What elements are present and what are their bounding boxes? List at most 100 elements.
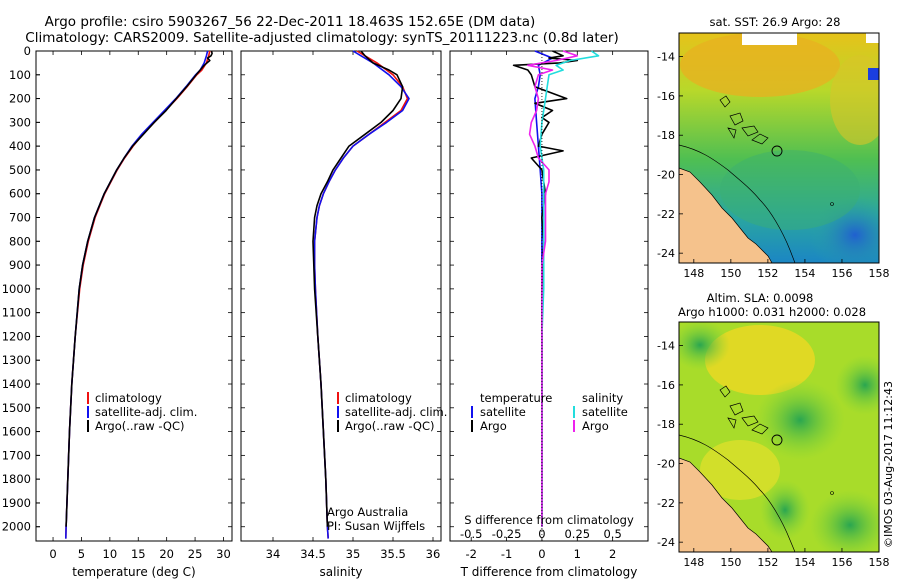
legend-title-temperature: temperature [480, 391, 552, 405]
x-tick-label: 30 [216, 547, 231, 561]
map-y-tick-label: -24 [657, 536, 675, 549]
x-tick-label: 10 [103, 547, 118, 561]
legend-label-temp-argo: Argo [480, 419, 507, 433]
depth-tick-label: 1800 [2, 472, 31, 486]
depth-tick-label: 900 [9, 258, 31, 272]
s-diff-tick-label: -0.25 [492, 527, 522, 541]
salinity-chart: 34 34.5 35 35.5 36 [241, 50, 441, 561]
x-tick-label: 1 [574, 547, 581, 561]
sla-green-blob-4 [810, 490, 879, 552]
sst-no-data-patch [742, 33, 797, 45]
sst-map-ticks: 148 150 152 154 156 158 -14 -16 -18 -20 -22 -24 [657, 51, 889, 280]
sst-island-dot [830, 202, 834, 206]
sst-warm-patch-right [830, 55, 879, 145]
x-tick-label: 2 [609, 547, 616, 561]
sla-map-title-line-2: Argo h1000: 0.031 h2000: 0.028 [678, 305, 866, 319]
salinity-legend: climatology satellite-adj. clim. Argo(..… [327, 391, 447, 533]
sla-shelf-contour [679, 434, 796, 552]
title-line-1: Argo profile: csiro 5903267_56 22-Dec-20… [45, 14, 536, 30]
sla-green-blob-1 [755, 380, 845, 460]
difference-top-x-label: S difference from climatology [464, 513, 634, 527]
depth-tick-label: 800 [9, 234, 31, 248]
map-x-tick-label: 158 [869, 267, 890, 280]
sla-map-frame [678, 321, 880, 553]
depth-tick-label: 600 [9, 187, 31, 201]
map-y-tick-label: -16 [657, 379, 675, 392]
map-y-tick-label: -18 [657, 129, 675, 142]
depth-tick-label: 400 [9, 139, 31, 153]
sla-island-dot [830, 491, 834, 495]
legend-label-sal-satellite: satellite [582, 405, 628, 419]
series-line-argo-raw-qc- [312, 50, 404, 527]
temperature-panel-frame [35, 50, 233, 542]
sla-yellow-patch [705, 325, 815, 395]
series-line-salinity-argo [526, 50, 579, 527]
x-tick-label: 0 [49, 547, 56, 561]
map-y-tick-label: -20 [657, 169, 675, 182]
map-x-tick-label: 158 [869, 556, 890, 569]
sla-map-ticks: 148 150 152 154 156 158 -14 -16 -18 -20 -22 -24 [657, 340, 889, 569]
series-line-salinity-satellite [539, 50, 600, 527]
sst-reef-outline [719, 95, 769, 145]
map-y-tick-label: -14 [657, 340, 675, 353]
sla-map [679, 322, 879, 552]
depth-tick-label: 700 [9, 211, 31, 225]
sst-cool-patch [810, 195, 879, 263]
x-tick-label: -1 [501, 547, 512, 561]
map-y-tick-label: -20 [657, 458, 675, 471]
legend-label-satellite-adj: satellite-adj. clim. [345, 405, 447, 419]
sst-map-title: sat. SST: 26.9 Argo: 28 [710, 15, 841, 29]
sst-warm-patch [680, 33, 840, 97]
sst-land-mass [679, 167, 773, 263]
series-line-climatology [313, 50, 409, 539]
depth-tick-label: 100 [9, 68, 31, 82]
s-diff-tick-label: 0.5 [603, 527, 621, 541]
difference-panel-frame [449, 50, 649, 542]
depth-tick-label: 2000 [2, 520, 31, 534]
sla-map-title-line-1: Altim. SLA: 0.0098 [707, 291, 814, 305]
legend-label-climatology: climatology [345, 391, 412, 405]
x-tick-label: 15 [131, 547, 146, 561]
legend-label-sal-argo: Argo [582, 419, 609, 433]
map-x-tick-label: 156 [831, 267, 852, 280]
difference-x-label: T difference from climatology [460, 565, 638, 579]
map-x-tick-label: 148 [683, 267, 704, 280]
depth-tick-label: 1200 [2, 329, 31, 343]
credit-text: ©IMOS 03-Aug-2017 11:12:43 [882, 381, 895, 548]
sla-green-blob-5 [760, 480, 810, 540]
sst-shelf-contour [679, 144, 796, 263]
depth-tick-label: 1000 [2, 282, 31, 296]
sst-mid-patch [720, 150, 860, 230]
map-x-tick-label: 148 [683, 556, 704, 569]
depth-tick-label: 200 [9, 92, 31, 106]
map-x-tick-label: 152 [757, 267, 778, 280]
map-x-tick-label: 150 [720, 267, 741, 280]
sst-cold-pixel [868, 68, 879, 80]
x-tick-label: 35.5 [380, 547, 406, 561]
x-tick-label: 20 [159, 547, 174, 561]
legend-label-satellite-adj: satellite-adj. clim. [95, 405, 197, 419]
depth-tick-label: 500 [9, 163, 31, 177]
x-tick-label: 34.5 [300, 547, 326, 561]
x-tick-label: 0 [538, 547, 545, 561]
depth-tick-label: 1500 [2, 401, 31, 415]
depth-tick-label: 1300 [2, 353, 31, 367]
map-y-tick-label: -22 [657, 208, 675, 221]
difference-legend: temperature satellite Argo salinity sate… [471, 391, 628, 433]
map-x-tick-label: 156 [831, 556, 852, 569]
series-line-temperature-argo [512, 50, 579, 527]
legend-label-climatology: climatology [95, 391, 162, 405]
legend-label-argo: Argo(..raw -QC) [95, 419, 185, 433]
series-line-satellite-adj-clim- [313, 50, 410, 539]
depth-tick-label: 1100 [2, 306, 31, 320]
depth-tick-label: 1900 [2, 496, 31, 510]
depth-tick-label: 300 [9, 115, 31, 129]
map-y-tick-label: -14 [657, 51, 675, 64]
annotation-pi-name: PI: Susan Wijffels [327, 519, 425, 533]
sst-argo-marker [771, 145, 783, 157]
salinity-x-label: salinity [319, 565, 362, 579]
map-x-tick-label: 154 [794, 267, 815, 280]
series-line-satellite-adj-clim- [65, 50, 209, 539]
s-diff-tick-label: 0 [538, 527, 545, 541]
map-y-tick-label: -18 [657, 418, 675, 431]
